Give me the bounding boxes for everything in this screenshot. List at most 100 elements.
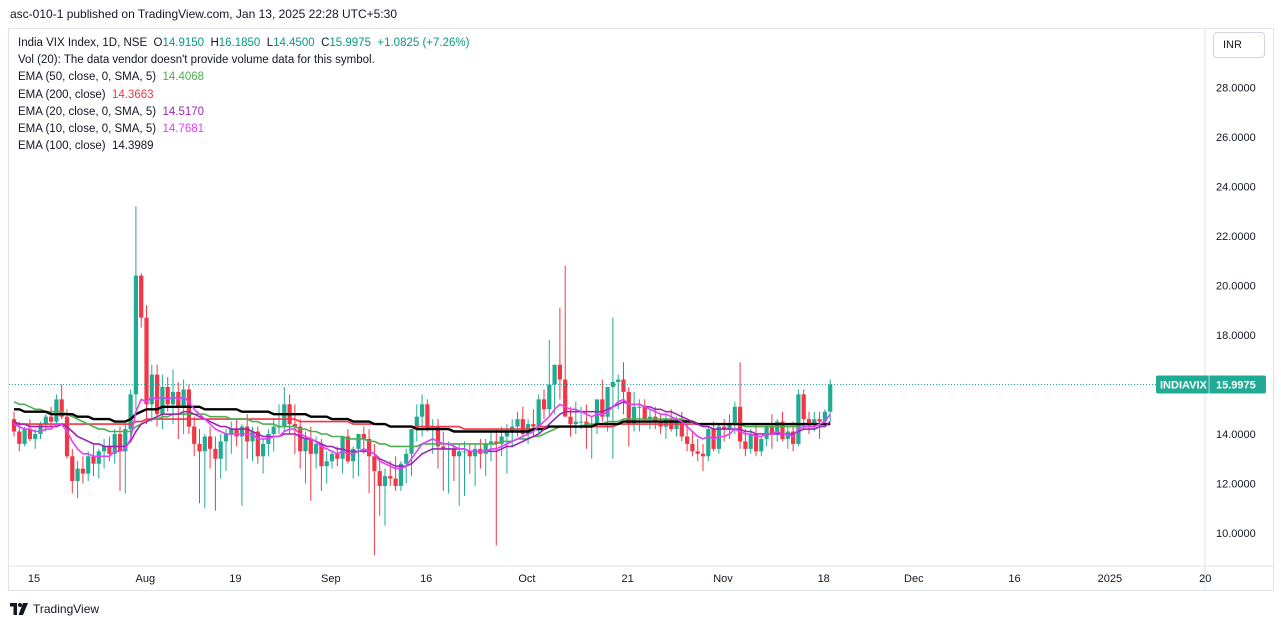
x-tick-label: Sep: [321, 573, 341, 585]
legend-ema20[interactable]: EMA (20, close, 0, SMA, 5) 14.5170: [18, 104, 469, 121]
candle-body: [828, 384, 833, 412]
tradingview-logo-icon: [10, 603, 28, 615]
candle-body: [112, 434, 117, 454]
last-price-value: 15.9975: [1216, 380, 1256, 392]
candle-body: [462, 451, 467, 453]
x-tick-label: 16: [1008, 573, 1020, 585]
candle-body: [441, 446, 446, 449]
y-tick-label: 24.0000: [1216, 182, 1256, 194]
y-tick-label: 26.0000: [1216, 132, 1256, 144]
candle-body: [467, 451, 472, 457]
candle-body: [621, 379, 626, 392]
candle-body: [324, 461, 329, 467]
legend-ema50[interactable]: EMA (50, close, 0, SMA, 5) 14.4068: [18, 69, 469, 86]
legend-volume-line[interactable]: Vol (20): The data vendor doesn't provid…: [18, 54, 375, 67]
x-tick-label: Oct: [518, 573, 535, 585]
y-tick-label: 28.0000: [1216, 83, 1256, 95]
candle-body: [49, 416, 54, 422]
candle-body: [791, 431, 796, 444]
candle-body: [541, 399, 547, 410]
legend-c-value: 15.9975: [329, 37, 371, 49]
candle-body: [409, 429, 414, 454]
chart-frame[interactable]: [8, 28, 1274, 591]
candle-body: [430, 426, 435, 430]
candle-body: [785, 431, 790, 439]
ema200-label: EMA (200, close): [18, 88, 106, 101]
candle-body: [54, 399, 59, 422]
candle-body: [282, 404, 287, 427]
chart-legend: India VIX Index, 1D, NSE O14.9150 H16.18…: [18, 35, 469, 155]
legend-c-label: C: [321, 37, 330, 49]
candle-body: [806, 419, 812, 425]
footer-brand[interactable]: TradingView: [10, 602, 99, 616]
legend-ema100[interactable]: EMA (100, close) 14.3989: [18, 138, 469, 155]
candle-body: [377, 471, 382, 486]
candle-body: [605, 386, 610, 417]
legend-l-label: L: [266, 37, 274, 49]
candle-body: [329, 453, 335, 462]
last-price-tag: [1156, 375, 1266, 394]
publish-line: asc-010-1 published on TradingView.com, …: [10, 7, 398, 21]
candle-body: [27, 429, 32, 439]
candle-body: [96, 451, 101, 464]
legend-h-value: 16.1850: [218, 37, 261, 49]
candle-body: [515, 419, 520, 427]
candle-body: [229, 429, 234, 434]
candle-body: [473, 448, 478, 457]
candle-body: [340, 436, 345, 459]
x-tick-label: 16: [420, 573, 432, 585]
candle-body: [769, 426, 774, 434]
candle-body: [600, 399, 605, 417]
candle-body: [70, 456, 75, 482]
candle-body: [388, 476, 393, 479]
candle-body: [727, 424, 732, 430]
candle-body: [144, 317, 149, 405]
candle-body: [356, 434, 361, 449]
candle-body: [504, 431, 509, 437]
x-tick-label: 2025: [1098, 573, 1122, 585]
candle-body: [117, 434, 123, 452]
candle-body: [43, 416, 48, 425]
x-tick-label: Dec: [904, 573, 924, 585]
candle-body: [33, 434, 38, 439]
legend-symbol-line[interactable]: India VIX Index, 1D, NSE O14.9150 H16.18…: [18, 35, 469, 52]
candle-body: [822, 411, 827, 422]
candle-body: [345, 436, 350, 462]
ema200-value: 14.3663: [111, 88, 154, 101]
legend-o-value: 14.9150: [162, 37, 205, 49]
candle-body: [165, 386, 170, 405]
ema10-value: 14.7681: [162, 123, 205, 136]
ema100-label: EMA (100, close): [18, 140, 106, 153]
candle-body: [573, 421, 578, 425]
candle-body: [812, 419, 817, 425]
candle-body: [679, 419, 684, 437]
candle-body: [685, 436, 690, 444]
candle-body: [695, 451, 700, 454]
candle-body: [706, 429, 711, 457]
candle-body: [218, 441, 223, 459]
legend-ema200[interactable]: EMA (200, close) 14.3663: [18, 87, 469, 104]
candle-body: [271, 426, 276, 434]
currency-button[interactable]: INR: [1213, 32, 1265, 58]
candle-body: [451, 448, 456, 457]
candle-body: [732, 406, 737, 425]
candle-body: [38, 424, 43, 434]
ema10-label: EMA (10, close, 0, SMA, 5): [18, 123, 157, 136]
candle-body: [292, 424, 297, 427]
candle-body: [367, 438, 372, 457]
candle-body: [181, 389, 186, 407]
candle-body: [483, 443, 488, 454]
x-tick-label: 18: [818, 573, 830, 585]
legend-ema10[interactable]: EMA (10, close, 0, SMA, 5) 14.7681: [18, 121, 469, 138]
candle-body: [239, 426, 244, 437]
candle-body: [102, 446, 107, 452]
candle-body: [616, 379, 621, 383]
candle-body: [759, 438, 764, 452]
candle-body: [298, 426, 303, 452]
candle-body: [499, 436, 504, 444]
candle-body: [568, 416, 573, 425]
candle-body: [780, 421, 785, 439]
candle-body: [155, 374, 160, 415]
candle-body: [11, 419, 17, 432]
